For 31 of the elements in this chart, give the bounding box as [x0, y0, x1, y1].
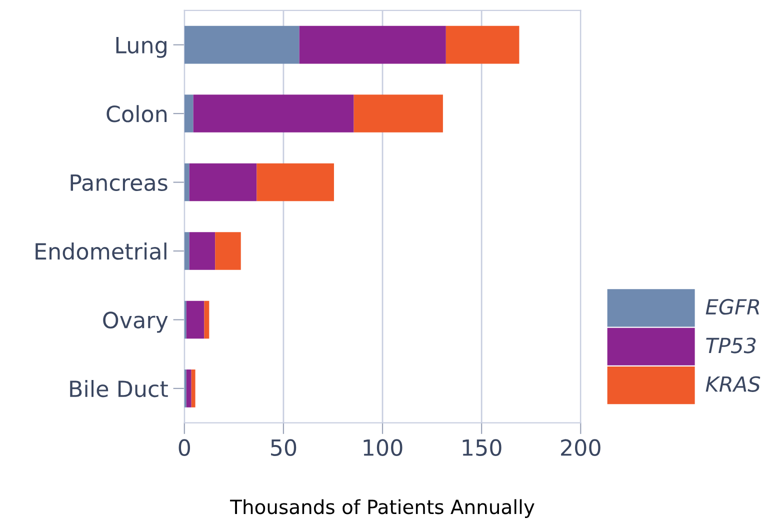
bar: [204, 300, 210, 339]
bar: [184, 26, 300, 64]
y-tick-label: Colon: [106, 105, 167, 122]
bar: [186, 370, 192, 408]
bar: [184, 232, 190, 270]
x-tick-label: 50: [271, 439, 296, 456]
bar: [446, 26, 520, 64]
bar: [184, 163, 190, 202]
bar: [299, 26, 446, 64]
bar: [189, 232, 216, 270]
bar: [186, 300, 204, 339]
x-axis-title: Thousands of Patients Annually: [230, 499, 534, 518]
y-tick-label: Ovary: [103, 312, 168, 333]
bar: [193, 94, 354, 132]
bar: [256, 163, 334, 202]
legend-label: KRAS: [706, 376, 760, 392]
x-tick-label: 0: [178, 439, 190, 456]
y-tick-label: Pancreas: [70, 174, 168, 192]
bar: [184, 94, 194, 132]
x-tick-label: 100: [364, 439, 402, 456]
legend-label: TP53: [706, 338, 756, 354]
x-tick-label: 200: [561, 439, 600, 456]
y-tick-label: Lung: [116, 37, 166, 58]
bar: [191, 370, 196, 408]
bar: [354, 94, 443, 132]
legend-label: EGFR: [706, 298, 760, 315]
bar: [189, 163, 257, 202]
y-tick-label: Bile Duct: [70, 380, 168, 398]
x-tick-label: 150: [462, 439, 502, 456]
bar: [215, 232, 241, 270]
y-tick-label: Endometrial: [36, 242, 166, 260]
